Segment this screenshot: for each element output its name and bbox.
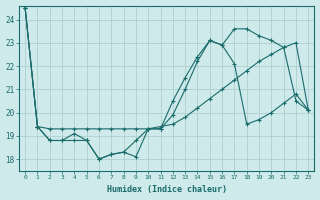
X-axis label: Humidex (Indice chaleur): Humidex (Indice chaleur) [107,185,227,194]
